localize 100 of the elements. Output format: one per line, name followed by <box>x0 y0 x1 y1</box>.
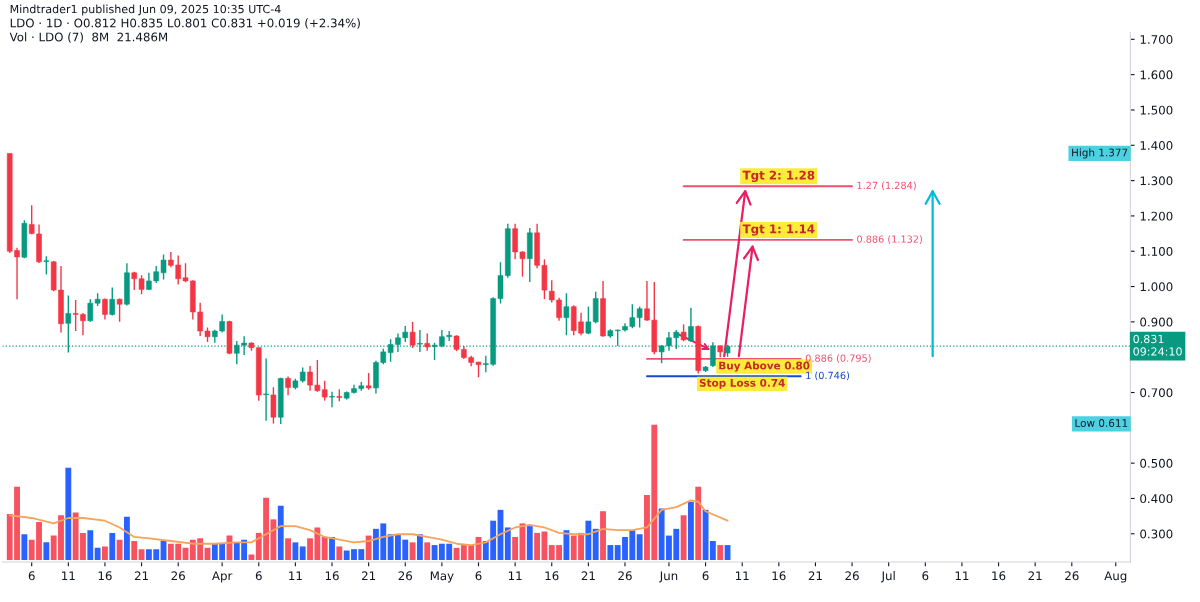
x-tick-label: 6 <box>922 571 929 581</box>
x-tick-label: 26 <box>398 571 413 581</box>
bar <box>94 547 101 560</box>
bar <box>709 541 716 560</box>
y-tick-label: 1.300 <box>1140 176 1173 186</box>
bar <box>585 520 592 560</box>
y-tick-label: 1.200 <box>1140 211 1173 221</box>
x-tick-label: 21 <box>134 571 148 581</box>
annotation: 1 (0.746) <box>806 371 850 381</box>
y-tick-label: 0.300 <box>1140 529 1173 539</box>
bar <box>65 467 72 560</box>
x-tick-label: 16 <box>545 571 559 581</box>
x-tick-label: 11 <box>62 571 75 581</box>
bar <box>321 536 328 560</box>
candlestick <box>636 305 643 329</box>
y-tick-label: 0.400 <box>1140 494 1173 504</box>
bar <box>87 530 94 560</box>
bar <box>636 534 643 560</box>
candlestick <box>270 386 277 425</box>
x-tick-label: Jul <box>880 571 895 583</box>
y-tick-label: 1.700 <box>1140 35 1173 44</box>
x-tick-label: 16 <box>772 571 786 581</box>
bar <box>336 546 343 560</box>
x-tick-label: Apr <box>212 571 233 583</box>
text: Mindtrader1 published Jun 09, 2025 10:35 UTC-4 <box>10 4 281 16</box>
bar <box>607 545 614 560</box>
bar <box>424 542 431 560</box>
chart-title: Vol · LDO (7) 8M 21.486M <box>9 32 168 43</box>
candlestick <box>263 357 269 422</box>
x-tick-label: 26 <box>1065 571 1079 581</box>
bar <box>680 515 687 560</box>
y-tick-label: 1.600 <box>1140 70 1173 80</box>
y-tick-label: 1.500 <box>1140 105 1173 115</box>
bar <box>717 545 724 560</box>
annotation: Tgt 2: 1.28 <box>742 170 815 183</box>
annotation: Stop Loss 0.74 <box>699 378 785 389</box>
x-tick-label: 6 <box>255 571 262 581</box>
bar <box>292 542 299 560</box>
bar <box>592 528 599 560</box>
annotation: High 1.377 <box>1072 148 1128 159</box>
bar <box>416 534 423 560</box>
annotation: Tgt 1: 1.14 <box>742 224 815 236</box>
bar <box>299 546 306 560</box>
x-tick-label: 16 <box>992 571 1006 581</box>
x-tick-label: 6 <box>475 571 482 581</box>
annotation: Low 0.611 <box>1075 419 1128 427</box>
y-tick-label: 0.700 <box>1140 388 1173 398</box>
x-tick-label: 26 <box>171 571 185 581</box>
bar <box>687 501 694 560</box>
x-tick-label: 11 <box>289 571 302 581</box>
x-tick-label: 26 <box>845 571 859 581</box>
bar <box>102 546 108 560</box>
bar <box>365 535 372 560</box>
x-tick-label: Jun <box>659 571 678 583</box>
candlestick <box>43 255 50 276</box>
x-tick-label: 6 <box>28 571 35 581</box>
bar <box>21 534 28 560</box>
x-tick-label: 21 <box>1028 571 1042 581</box>
y-tick-label: 0.900 <box>1140 317 1173 327</box>
bar <box>504 527 511 560</box>
x-tick-label: 11 <box>955 571 969 581</box>
bar <box>329 536 335 560</box>
ref-line-label: 0.831 09:24:10 <box>1133 334 1182 356</box>
bar <box>131 541 138 560</box>
candlestick <box>285 375 291 397</box>
x-tick-label: 21 <box>808 571 822 581</box>
x-tick-label: May <box>430 571 454 583</box>
bar <box>695 486 702 560</box>
candlestick <box>109 286 116 317</box>
x-tick-label: 26 <box>618 571 632 581</box>
bar <box>563 530 570 560</box>
x-tick-label: Aug <box>1104 571 1127 583</box>
bar <box>116 539 123 560</box>
bar <box>123 516 130 560</box>
bar <box>512 536 519 560</box>
y-tick-label: 0.500 <box>1140 458 1173 468</box>
x-tick-label: 11 <box>735 571 749 581</box>
x-tick-label: 16 <box>325 571 339 581</box>
annotation: 1.27 (1.284) <box>857 181 916 191</box>
bar <box>109 532 116 560</box>
candlestick <box>563 292 570 336</box>
x-tick-label: 21 <box>361 571 376 581</box>
candlestick <box>688 307 694 343</box>
bar <box>600 511 606 560</box>
bar <box>277 505 284 560</box>
bar <box>285 538 291 560</box>
bar <box>526 526 533 560</box>
candlestick <box>329 391 335 409</box>
x-tick-label: 6 <box>702 571 709 581</box>
annotation: 0.886 (1.132) <box>857 235 922 244</box>
candlestick <box>409 321 416 349</box>
x-tick-label: 21 <box>581 571 595 581</box>
y-tick-label: 1.400 <box>1140 141 1173 150</box>
bar <box>43 542 50 560</box>
annotation: Buy Above 0.80 <box>719 361 810 372</box>
chart-title: LDO · 1D · O0.812 H0.835 L0.801 C0.831 +0.019 (+2.34%) <box>10 18 360 29</box>
bar <box>409 542 416 560</box>
x-tick-label: 16 <box>98 571 112 581</box>
y-tick-label: 1.000 <box>1140 282 1173 292</box>
x-tick-label: 11 <box>508 571 522 581</box>
